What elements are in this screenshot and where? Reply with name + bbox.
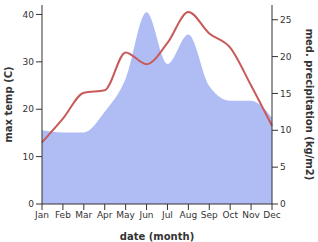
svg-text:10: 10	[280, 125, 292, 135]
svg-text:med. precipitation (kg/m2): med. precipitation (kg/m2)	[304, 29, 310, 181]
svg-text:Feb: Feb	[55, 210, 71, 220]
svg-text:15: 15	[280, 89, 291, 99]
svg-text:Dec: Dec	[263, 210, 280, 220]
svg-text:Oct: Oct	[222, 210, 238, 220]
svg-text:Nov: Nov	[242, 210, 260, 220]
svg-text:Jan: Jan	[34, 210, 49, 220]
svg-text:Jun: Jun	[139, 210, 154, 220]
svg-text:40: 40	[23, 10, 35, 20]
svg-text:May: May	[116, 210, 135, 220]
svg-text:Aug: Aug	[180, 210, 198, 220]
svg-text:0: 0	[28, 199, 34, 209]
svg-text:Apr: Apr	[97, 210, 113, 220]
svg-text:20: 20	[23, 104, 35, 114]
svg-text:10: 10	[23, 152, 35, 162]
svg-text:date (month): date (month)	[120, 231, 194, 242]
svg-text:max temp (C): max temp (C)	[8, 66, 14, 142]
svg-text:30: 30	[23, 57, 35, 67]
svg-text:Sep: Sep	[201, 210, 218, 220]
svg-text:0: 0	[280, 199, 286, 209]
svg-text:5: 5	[280, 162, 286, 172]
svg-text:25: 25	[280, 15, 291, 25]
svg-text:20: 20	[280, 52, 292, 62]
svg-text:Mar: Mar	[75, 210, 92, 220]
svg-text:Jul: Jul	[161, 210, 173, 220]
